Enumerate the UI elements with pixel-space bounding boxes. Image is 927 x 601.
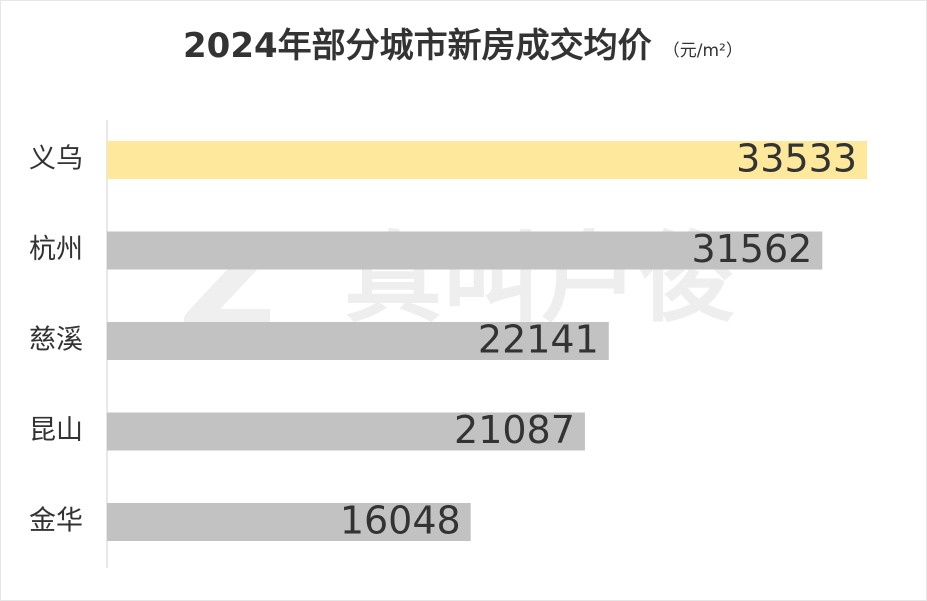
value-label: 31562 <box>691 227 812 271</box>
value-label: 22141 <box>478 318 599 362</box>
category-label: 义乌 <box>29 144 83 175</box>
value-label: 16048 <box>340 499 461 543</box>
bar <box>107 322 609 360</box>
bar <box>107 231 823 270</box>
bar <box>107 412 585 451</box>
category-label: 金华 <box>29 506 83 537</box>
bar <box>107 503 471 541</box>
category-label: 慈溪 <box>29 325 83 356</box>
category-label: 杭州 <box>29 234 83 265</box>
chart-title: 2024年部分城市新房成交均价 <box>183 26 652 66</box>
value-label: 33533 <box>736 137 857 181</box>
chart-subtitle: （元/m²） <box>663 41 743 61</box>
value-label: 21087 <box>454 408 575 452</box>
bar <box>107 141 867 179</box>
chart-heading: 2024年部分城市新房成交均价 （元/m²） <box>183 26 743 66</box>
category-label: 昆山 <box>29 415 83 446</box>
